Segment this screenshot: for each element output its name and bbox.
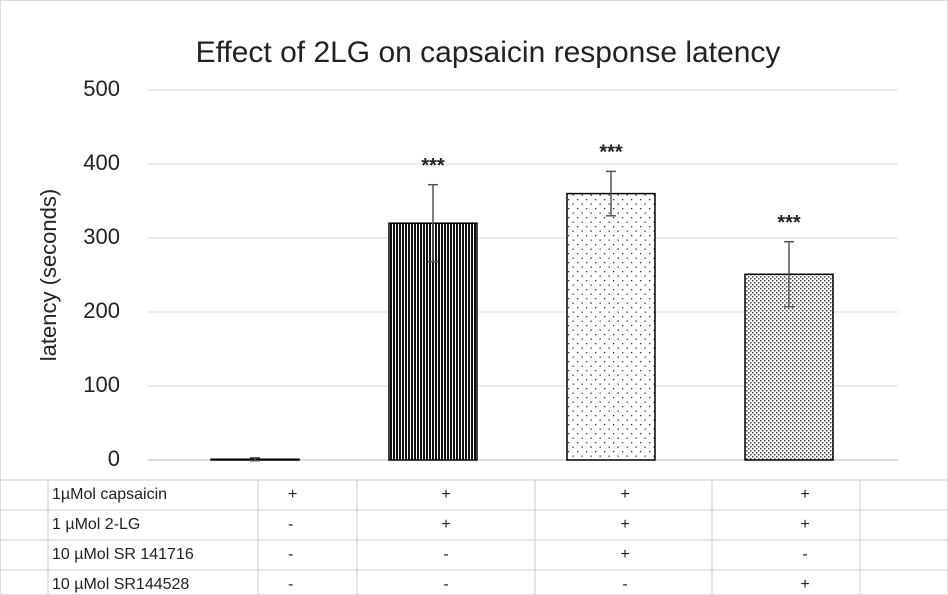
annotation: *** [599, 142, 623, 164]
row-label: 10 µMol SR 141716 [52, 546, 194, 563]
y-tick-label: 500 [83, 76, 120, 101]
table-cell: - [802, 546, 807, 563]
y-tick-label: 400 [83, 150, 120, 175]
table-cell: + [620, 516, 629, 533]
bar [566, 192, 656, 461]
table-cell: + [620, 546, 629, 563]
table-cell: - [443, 546, 448, 563]
error-bar [784, 240, 794, 308]
table-cell: - [288, 546, 293, 563]
table-cell: + [800, 576, 809, 593]
error-bar [250, 457, 260, 462]
y-tick-label: 0 [108, 446, 120, 471]
y-axis-label: latency (seconds) [36, 189, 61, 361]
table-cell: + [288, 486, 297, 503]
table-cell: + [800, 486, 809, 503]
table-cell: + [441, 516, 450, 533]
annotation: *** [421, 155, 445, 177]
table-cell: + [441, 486, 450, 503]
table-cell: + [620, 486, 629, 503]
chart-title: Effect of 2LG on capsaicin response late… [196, 36, 781, 69]
y-tick-label: 200 [83, 298, 120, 323]
y-tick-label: 100 [83, 372, 120, 397]
table-cell: - [288, 516, 293, 533]
table-cell: - [443, 576, 448, 593]
row-label: 10 µMol SR144528 [52, 576, 189, 593]
error-bar [606, 170, 616, 217]
bar [388, 222, 478, 461]
table-cell: + [800, 516, 809, 533]
row-label: 1µMol capsaicin [52, 486, 167, 503]
y-tick-label: 300 [83, 224, 120, 249]
annotation: *** [777, 212, 801, 234]
row-label: 1 µMol 2-LG [52, 516, 140, 533]
table-cell: - [288, 576, 293, 593]
error-bar [428, 183, 438, 263]
table-cell: - [622, 576, 627, 593]
